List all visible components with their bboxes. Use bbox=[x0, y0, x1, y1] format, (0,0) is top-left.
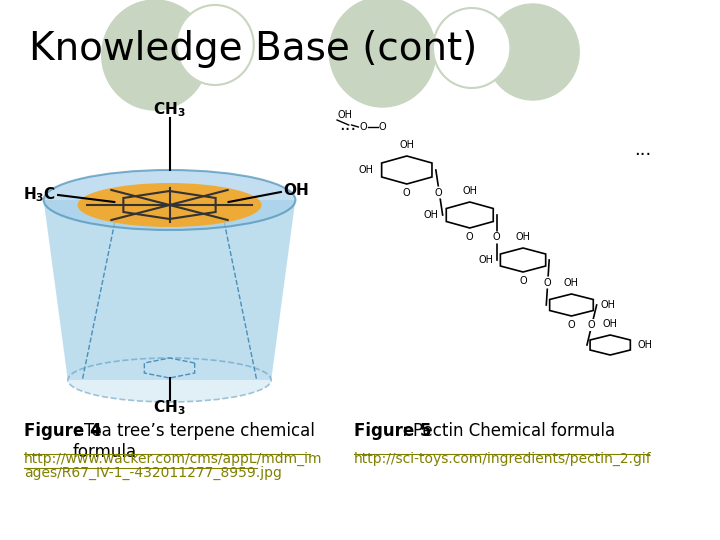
Text: O: O bbox=[434, 187, 442, 198]
Text: OH: OH bbox=[516, 232, 531, 242]
Text: OH: OH bbox=[603, 319, 618, 329]
Text: O: O bbox=[544, 278, 551, 287]
Text: OH: OH bbox=[359, 165, 374, 175]
Text: O: O bbox=[587, 320, 595, 330]
Text: Figure 4: Figure 4 bbox=[24, 422, 102, 440]
Text: O: O bbox=[519, 276, 527, 286]
Text: ...: ... bbox=[339, 116, 356, 134]
Circle shape bbox=[486, 4, 579, 100]
Text: ...: ... bbox=[634, 141, 652, 159]
Text: O: O bbox=[403, 188, 410, 198]
Circle shape bbox=[102, 0, 208, 110]
Text: OH: OH bbox=[400, 140, 414, 150]
Text: OH: OH bbox=[637, 340, 652, 350]
Text: O: O bbox=[492, 233, 500, 242]
Text: O: O bbox=[379, 122, 387, 132]
Ellipse shape bbox=[78, 183, 261, 227]
Text: Figure 5: Figure 5 bbox=[354, 422, 431, 440]
Text: O: O bbox=[567, 320, 575, 330]
Ellipse shape bbox=[68, 358, 271, 402]
Text: OH: OH bbox=[600, 300, 616, 310]
Text: OH: OH bbox=[337, 110, 352, 120]
Text: O: O bbox=[466, 232, 474, 242]
Circle shape bbox=[176, 5, 253, 85]
Text: : Pectin Chemical formula: : Pectin Chemical formula bbox=[402, 422, 615, 440]
Text: ages/R67_IV-1_-432011277_8959.jpg: ages/R67_IV-1_-432011277_8959.jpg bbox=[24, 466, 282, 480]
Circle shape bbox=[433, 8, 510, 88]
Text: http://www.wacker.com/cms/appL/mdm_im: http://www.wacker.com/cms/appL/mdm_im bbox=[24, 452, 323, 466]
Text: Knowledge Base (cont): Knowledge Base (cont) bbox=[29, 30, 477, 68]
Text: $\mathbf{H_3C}$: $\mathbf{H_3C}$ bbox=[23, 186, 56, 204]
Text: $\mathbf{CH_3}$: $\mathbf{CH_3}$ bbox=[153, 399, 186, 417]
Text: http://sci-toys.com/ingredients/pectin_2.gif: http://sci-toys.com/ingredients/pectin_2… bbox=[354, 452, 652, 466]
Text: : Tea tree’s terpene chemical
formula: : Tea tree’s terpene chemical formula bbox=[73, 422, 315, 461]
Text: $\mathbf{OH}$: $\mathbf{OH}$ bbox=[283, 182, 309, 198]
Text: OH: OH bbox=[424, 210, 438, 220]
Text: OH: OH bbox=[462, 186, 477, 196]
Circle shape bbox=[329, 0, 436, 107]
Text: OH: OH bbox=[478, 255, 493, 265]
Text: O: O bbox=[359, 122, 367, 132]
Polygon shape bbox=[44, 200, 295, 380]
Ellipse shape bbox=[44, 170, 295, 230]
Text: $\mathbf{CH_3}$: $\mathbf{CH_3}$ bbox=[153, 100, 186, 119]
Text: OH: OH bbox=[564, 278, 579, 288]
